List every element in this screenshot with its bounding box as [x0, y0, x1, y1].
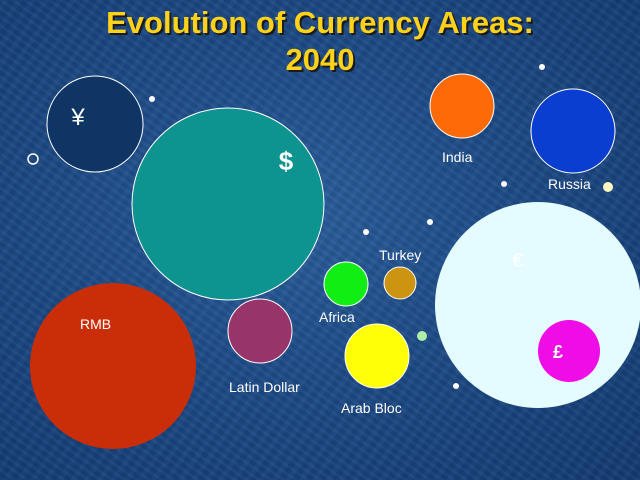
small-dot	[363, 229, 369, 235]
slide-title: Evolution of Currency Areas: 2040	[0, 4, 640, 78]
africa-bubble	[323, 261, 369, 307]
title-line-2: 2040	[285, 42, 355, 77]
turkey-bubble	[383, 266, 417, 300]
russia-label: Russia	[548, 176, 591, 192]
latin-dollar-label: Latin Dollar	[229, 379, 300, 395]
yen-bubble	[46, 75, 144, 173]
rmb-label: RMB	[80, 316, 111, 332]
turkey-label: Turkey	[379, 247, 421, 263]
india-label: India	[442, 149, 473, 165]
hollow-dot	[27, 153, 39, 165]
small-dot	[603, 182, 613, 192]
dollar-symbol: $	[279, 146, 294, 176]
africa-label: Africa	[319, 309, 355, 325]
arab-bloc-label: Arab Bloc	[341, 400, 402, 416]
small-dot	[417, 331, 427, 341]
small-dot	[501, 181, 507, 187]
small-dot	[427, 219, 433, 225]
title-line-1: Evolution of Currency Areas:	[106, 5, 534, 40]
india-bubble	[429, 73, 495, 139]
small-dot	[453, 383, 459, 389]
euro-symbol: €	[512, 250, 523, 272]
rmb-bubble	[30, 283, 196, 449]
russia-bubble	[530, 88, 616, 174]
dollar-bubble	[131, 107, 325, 301]
arab-bloc-bubble	[344, 323, 410, 389]
pound-bubble	[538, 320, 600, 382]
pound-symbol: £	[553, 342, 563, 362]
euro-bubble	[435, 202, 640, 408]
yen-symbol: ¥	[70, 104, 85, 131]
latin-dollar-bubble	[227, 298, 293, 364]
small-dot	[149, 96, 155, 102]
small-dot	[539, 64, 545, 70]
